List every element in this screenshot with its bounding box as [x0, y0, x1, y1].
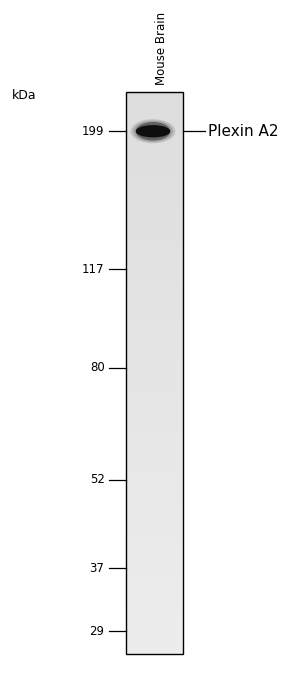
- Text: kDa: kDa: [12, 89, 37, 101]
- Ellipse shape: [133, 121, 173, 142]
- Bar: [126, 92, 183, 654]
- Text: 29: 29: [89, 624, 105, 638]
- Ellipse shape: [136, 122, 170, 140]
- Text: 52: 52: [90, 473, 105, 486]
- Text: 117: 117: [82, 263, 105, 276]
- Text: 199: 199: [82, 125, 105, 138]
- Text: 37: 37: [90, 562, 105, 575]
- Text: Mouse Brain: Mouse Brain: [155, 12, 168, 85]
- Text: 80: 80: [90, 362, 105, 375]
- Ellipse shape: [131, 119, 175, 143]
- Text: Plexin A2: Plexin A2: [208, 124, 278, 139]
- Ellipse shape: [136, 125, 170, 138]
